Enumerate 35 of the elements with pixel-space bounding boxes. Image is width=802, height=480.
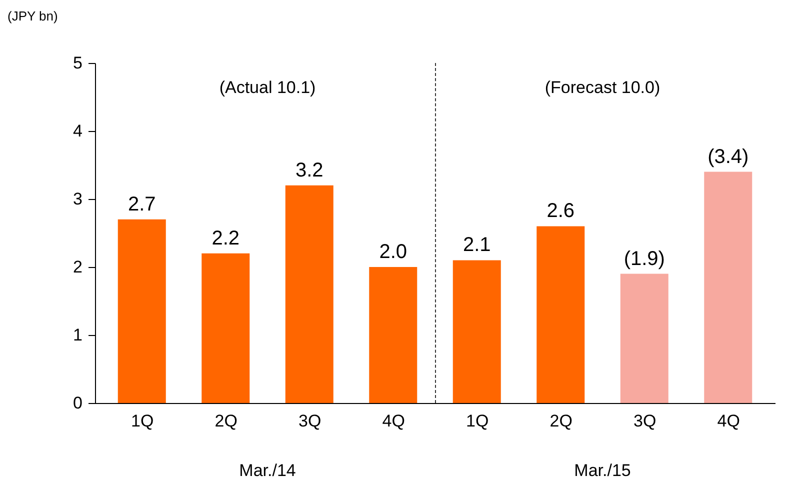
text: Mar./14 <box>239 461 296 480</box>
x-tick-label: 2Q <box>214 412 238 430</box>
data-label: (3.4) <box>708 146 749 168</box>
bar <box>202 253 250 403</box>
x-tick-label: 1Q <box>131 412 154 430</box>
x-tick-label: 4Q <box>717 412 740 430</box>
x-tick-label: 3Q <box>298 412 322 430</box>
text: Mar./15 <box>574 461 631 480</box>
bar <box>704 172 752 403</box>
y-axis-title: (JPY bn) <box>8 8 58 24</box>
data-label: 3.2 <box>295 159 324 182</box>
y-tick-label: 1 <box>73 326 82 344</box>
x-tick-label: 1Q <box>466 412 489 430</box>
data-label: 2.6 <box>546 200 575 222</box>
data-label: 2.0 <box>379 241 408 263</box>
y-tick-label: 2 <box>73 258 82 276</box>
x-tick-label: 3Q <box>634 412 656 430</box>
bar <box>285 185 334 403</box>
bar <box>118 219 166 403</box>
data-label: 2.1 <box>462 234 491 256</box>
data-label: 2.2 <box>212 227 240 250</box>
bar <box>620 274 668 403</box>
data-label: 2.7 <box>128 193 156 216</box>
data-label: (1.9) <box>624 248 665 270</box>
y-tick-label: 4 <box>73 122 82 140</box>
x-tick-label: 4Q <box>382 412 405 430</box>
annotation: (Forecast 10.0) <box>544 78 660 97</box>
y-tick-label: 3 <box>73 190 82 208</box>
bar <box>536 226 585 403</box>
y-tick-label: 5 <box>73 54 82 72</box>
bar <box>452 260 501 403</box>
x-tick-label: 2Q <box>550 412 572 430</box>
y-tick-label: 0 <box>73 394 82 412</box>
bar <box>369 267 418 403</box>
annotation: (Actual 10.1) <box>219 78 316 97</box>
